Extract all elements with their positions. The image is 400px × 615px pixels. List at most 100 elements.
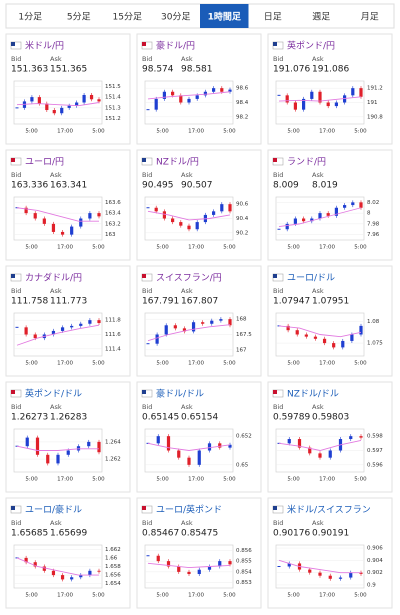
candle [334,207,338,216]
candle [46,454,50,464]
x-tick-label: 17:00 [57,477,73,483]
candle [359,572,363,574]
y-tick-label: 90.4 [236,216,249,222]
candle [195,222,199,230]
candle [154,207,158,212]
y-tick-label: 7.96 [367,232,380,238]
y-tick-label: 151.5 [105,84,121,90]
bid-value: 0.65145 [142,413,179,423]
tab[interactable]: 1時間足 [208,11,242,23]
pair-name[interactable]: ランド/円 [287,157,326,168]
pair-name[interactable]: ユーロ/円 [25,157,64,168]
candle [343,205,347,208]
pair-name[interactable]: 英ポンド/ドル [25,388,82,400]
x-tick-label: 17:00 [57,361,73,367]
y-tick-label: 1.08 [367,319,380,325]
ask-value: 98.581 [181,65,213,75]
ask-value: 8.019 [312,181,338,191]
y-tick-label: 0.854 [236,569,252,575]
x-tick-label: 17:00 [319,361,335,367]
candle [66,450,70,455]
pair-name[interactable]: NZドル/円 [156,157,199,168]
candle [349,436,353,440]
ask-label: Ask [50,171,62,179]
pair-name[interactable]: 英ポンド/円 [287,40,335,52]
candle [79,218,83,227]
pair-name[interactable]: スイスフラン/円 [156,273,222,284]
tab[interactable]: 日足 [264,12,282,23]
candle [322,338,327,344]
candle [207,566,212,570]
y-tick-label: 1.656 [105,573,121,579]
x-tick-label: 17:00 [188,361,204,367]
ask-value: 1.26283 [50,413,87,423]
ask-label: Ask [181,287,193,295]
moving-average [16,102,100,107]
tab[interactable]: 30分足 [161,12,190,23]
tab[interactable]: 15分足 [113,12,142,23]
tab[interactable]: 5分足 [67,12,91,23]
candle [42,566,46,571]
x-tick-label: 17:00 [57,129,73,135]
bid-label: Bid [142,171,152,179]
candle [42,218,46,224]
x-tick-label: 5:00 [156,593,169,599]
candle [97,441,101,453]
candle [155,334,159,344]
candle [287,439,291,444]
x-tick-label: 5:00 [92,129,105,135]
candle [30,97,34,102]
bid-label: Bid [11,287,21,295]
x-tick-label: 17:00 [319,593,335,599]
pair-name[interactable]: 豪ドル/円 [156,40,195,52]
candle [313,336,318,339]
candle [56,454,60,464]
x-tick-label: 5:00 [354,129,367,135]
pair-name[interactable]: カナダドル/円 [25,272,82,284]
candle [310,91,314,99]
moving-average [278,325,362,338]
candle [295,330,299,335]
bid-value: 151.363 [11,65,48,75]
bid-label: Bid [142,287,152,295]
pair-name[interactable]: 米ドル/円 [25,40,64,52]
moving-average [16,207,99,222]
x-tick-label: 5:00 [223,129,236,135]
candle [308,447,312,454]
candle [218,561,222,567]
tab[interactable]: 1分足 [18,12,42,23]
candle [187,225,191,230]
x-tick-label: 17:00 [188,593,204,599]
candle [88,213,92,219]
tab-active-bg [200,4,249,28]
pair-name[interactable]: 米ドル/スイスフラン [287,504,371,516]
pair-name[interactable]: NZドル/ドル [287,390,339,400]
candle [51,330,56,335]
bid-value: 0.59789 [273,413,310,423]
tab[interactable]: 月足 [361,12,379,23]
y-tick-label: 0.853 [236,580,252,586]
bid-label: Bid [142,403,152,411]
candle [51,570,56,576]
pair-name[interactable]: 豪ドル/ドル [156,388,204,400]
x-tick-label: 5:00 [156,361,169,367]
candle [334,102,338,107]
pair-name[interactable]: ユーロ/豪ドル [25,504,82,516]
candle [351,88,355,96]
flag-mark [142,158,146,162]
candle [304,334,308,337]
candle [97,213,101,217]
candle [52,110,56,114]
candle [359,436,363,438]
y-tick-label: 1.262 [105,457,121,463]
pair-name[interactable]: ユーロ/ドル [287,274,335,284]
candle [359,88,363,97]
x-tick-label: 17:00 [57,593,73,599]
x-tick-label: 5:00 [287,593,300,599]
x-tick-label: 5:00 [92,361,105,367]
candle [351,202,355,206]
bid-value: 111.758 [11,297,48,307]
candle [60,231,65,235]
pair-name[interactable]: ユーロ/英ポンド [156,504,222,516]
tab[interactable]: 週足 [312,12,330,23]
